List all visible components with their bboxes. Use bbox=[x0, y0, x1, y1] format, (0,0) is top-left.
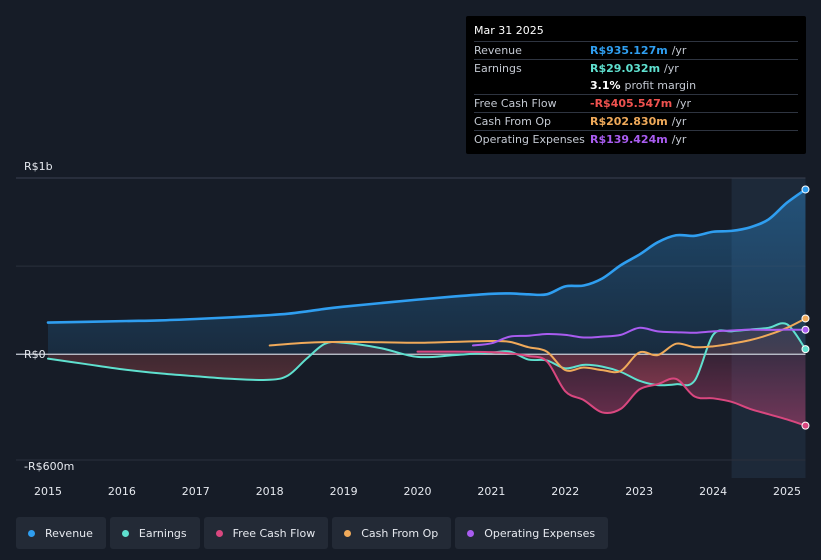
x-tick-2016: 2016 bbox=[108, 485, 136, 498]
series-line-operating-expenses bbox=[471, 326, 807, 347]
x-tick-2024: 2024 bbox=[699, 485, 727, 498]
legend-label: Operating Expenses bbox=[484, 526, 596, 540]
tooltip-row-value: 3.1% bbox=[590, 79, 621, 92]
tooltip-row-label: Revenue bbox=[474, 44, 522, 57]
legend-dot-icon bbox=[344, 529, 352, 537]
legend-item-revenue[interactable]: Revenue bbox=[16, 517, 106, 549]
tooltip-row-value: -R$405.547m bbox=[590, 97, 673, 110]
endpoint-earnings bbox=[801, 345, 810, 354]
tooltip-row-value: R$29.032m bbox=[590, 62, 661, 75]
x-tick-2021: 2021 bbox=[477, 485, 505, 498]
tooltip-row-value: R$139.424m bbox=[590, 133, 668, 146]
series-line-revenue bbox=[46, 188, 807, 324]
series-line-free-cash-flow bbox=[416, 350, 807, 427]
y-label-bottom: -R$600m bbox=[24, 460, 74, 473]
tooltip-row-unit: /yr bbox=[671, 133, 687, 146]
legend-label: Free Cash Flow bbox=[232, 526, 316, 540]
tooltip-row-label: Earnings bbox=[474, 62, 522, 75]
tooltip-row: Revenue R$935.127m/yr bbox=[474, 41, 798, 59]
legend-item-free-cash-flow[interactable]: Free Cash Flow bbox=[203, 517, 329, 549]
endpoint-operating-expenses bbox=[801, 325, 810, 334]
series-area-revenue bbox=[48, 189, 806, 355]
tooltip-row: Operating Expenses R$139.424m/yr bbox=[474, 130, 798, 148]
tooltip-row: Free Cash Flow -R$405.547m/yr bbox=[474, 94, 798, 112]
y-label-zero: R$0 bbox=[24, 348, 46, 361]
legend-label: Revenue bbox=[45, 526, 93, 540]
legend-dot-icon bbox=[467, 529, 475, 537]
x-tick-2023: 2023 bbox=[625, 485, 653, 498]
x-tick-2019: 2019 bbox=[330, 485, 358, 498]
legend: Revenue Earnings Free Cash Flow Cash From O… bbox=[16, 517, 609, 549]
endpoint-cash-from-op bbox=[801, 314, 810, 323]
tooltip-row-label: Operating Expenses bbox=[474, 133, 585, 146]
tooltip-row-label: Cash From Op bbox=[474, 115, 552, 128]
legend-item-earnings[interactable]: Earnings bbox=[109, 517, 200, 549]
tooltip-row-unit: /yr bbox=[664, 62, 679, 75]
endpoint-revenue bbox=[801, 185, 810, 194]
legend-item-operating-expenses[interactable]: Operating Expenses bbox=[455, 517, 609, 549]
legend-label: Earnings bbox=[138, 526, 187, 540]
tooltip-row: Cash From Op R$202.830m/yr bbox=[474, 112, 798, 130]
tooltip-row: Earnings R$29.032m/yr bbox=[474, 59, 798, 77]
legend-dot-icon bbox=[215, 529, 223, 537]
legend-item-cash-from-op[interactable]: Cash From Op bbox=[332, 517, 452, 549]
tooltip-row: 3.1% profit margin bbox=[474, 77, 798, 94]
x-tick-2015: 2015 bbox=[34, 485, 62, 498]
tooltip-row-unit: /yr bbox=[671, 44, 687, 57]
tooltip-panel: Mar 31 2025 Revenue R$935.127m/yr Earnings… bbox=[466, 16, 806, 154]
legend-label: Cash From Op bbox=[361, 526, 439, 540]
y-label-top: R$1b bbox=[24, 160, 53, 173]
endpoint-free-cash-flow bbox=[801, 421, 810, 430]
x-tick-2022: 2022 bbox=[551, 485, 579, 498]
series-line-cash-from-op bbox=[268, 317, 807, 374]
series-area-free-cash-flow bbox=[417, 351, 806, 426]
tooltip-row-value: R$935.127m bbox=[590, 44, 668, 57]
legend-dot-icon bbox=[28, 529, 35, 537]
tooltip-date: Mar 31 2025 bbox=[474, 24, 544, 37]
x-tick-2020: 2020 bbox=[404, 485, 432, 498]
legend-dot-icon bbox=[121, 529, 129, 537]
tooltip-row-label: Free Cash Flow bbox=[474, 97, 557, 110]
x-tick-2025: 2025 bbox=[773, 485, 801, 498]
tooltip-row-unit: profit margin bbox=[624, 79, 697, 92]
financial-chart: R$1b R$0 -R$600m 2015 2016 2017 2018 2019 202… bbox=[16, 160, 810, 498]
x-tick-2017: 2017 bbox=[182, 485, 210, 498]
tooltip-row-value: R$202.830m bbox=[590, 115, 668, 128]
tooltip-row-unit: /yr bbox=[671, 115, 687, 128]
tooltip-row-unit: /yr bbox=[676, 97, 692, 110]
x-tick-2018: 2018 bbox=[256, 485, 284, 498]
